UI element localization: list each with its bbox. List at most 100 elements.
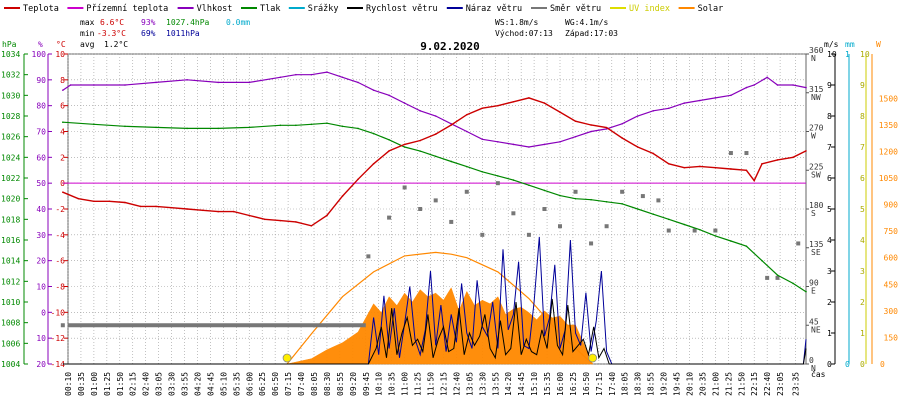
pressure-tick-label: 1022 (1, 174, 20, 183)
temperature-point (155, 205, 157, 208)
temperature-point (667, 162, 670, 165)
solar-area (287, 287, 593, 365)
wind-dir-point (511, 211, 516, 216)
temperature-point (636, 146, 639, 148)
humidity-tick-label: 20 (36, 257, 46, 266)
sunset-marker (588, 353, 598, 363)
humidity-point (403, 102, 406, 104)
x-tick-label: 04:20 (193, 372, 202, 396)
temperature-point (310, 224, 313, 227)
humidity-point (667, 107, 670, 110)
humidity-tick-label: 50 (36, 179, 46, 188)
pressure-tick-label: 1010 (1, 298, 20, 307)
winddir-compass-label: W (811, 132, 816, 141)
x-tick-label: 12:40 (452, 372, 461, 396)
solar-tick-label: 750 (884, 227, 899, 236)
pressure-point (683, 223, 686, 226)
uv-tick-label: 4 (860, 236, 865, 245)
x-tick-label: 11:00 (401, 372, 410, 396)
uv-tick-label: 5 (860, 205, 865, 214)
temperature-point (621, 137, 623, 139)
winddir-compass-label: E (811, 287, 816, 296)
pressure-point (124, 125, 126, 128)
pressure-axis-title: hPa (2, 40, 17, 49)
humidity-point (730, 94, 732, 97)
wind-dir-point (692, 228, 697, 233)
temperature-point (776, 159, 779, 161)
legend-label: Přízemní teplota (86, 4, 168, 14)
humidity-point (217, 81, 219, 84)
pressure-tick-label: 1024 (1, 153, 20, 162)
pressure-point (528, 184, 530, 187)
rain-axis-title: mm (845, 40, 855, 49)
temperature-tick-label: 0 (60, 179, 65, 188)
temperature-tick-label: 8 (60, 76, 65, 85)
temperature-tick-label: -10 (51, 308, 66, 317)
x-tick-label: 14:45 (517, 372, 526, 396)
wind-dir-point (640, 194, 645, 199)
pressure-point (279, 124, 282, 127)
pressure-point (481, 171, 484, 173)
humidity-point (574, 135, 577, 138)
humidity-point (497, 141, 499, 143)
x-tick-label: 08:30 (323, 372, 332, 396)
humidity-point (465, 130, 468, 133)
x-tick-label: 03:55 (181, 372, 190, 396)
wind-dir-point (402, 185, 407, 190)
temperature-point (341, 195, 344, 197)
pressure-point (62, 121, 64, 123)
temperature-point (93, 200, 95, 203)
pressure-point (357, 127, 359, 130)
pressure-point (186, 127, 188, 130)
stats-min-label: min (80, 29, 95, 38)
temperature-point (450, 124, 453, 126)
humidity-point (766, 76, 768, 79)
pressure-tick-label: 1028 (1, 112, 20, 121)
x-tick-label: 18:30 (634, 372, 643, 396)
humidity-tick-label: 10 (36, 283, 46, 292)
humidity-tick-label: 10 (36, 334, 46, 343)
pressure-point (559, 194, 561, 197)
temperature-point (170, 206, 173, 209)
temperature-point (388, 150, 390, 152)
stats-min-press: 1011hPa (166, 29, 200, 38)
humidity-tick-label: 70 (36, 128, 46, 137)
humidity-point (434, 115, 437, 117)
humidity-point (279, 76, 282, 79)
temperature-point (559, 111, 561, 113)
x-tick-label: 17:40 (608, 372, 617, 396)
temperature-point (372, 162, 375, 165)
pressure-tick-label: 1014 (1, 257, 20, 266)
x-tick-label: 12:15 (439, 372, 448, 396)
solar-tick-label: 450 (884, 280, 899, 289)
pressure-point (155, 126, 157, 129)
temperature-point (201, 209, 204, 212)
solar-tick-label: 1200 (879, 147, 898, 156)
windspeed-tick-label: 2 (827, 298, 832, 307)
winddir-tick-label: 360 (809, 46, 824, 55)
humidity-point (93, 84, 95, 86)
solar-tick-label: 150 (884, 333, 899, 342)
winddir-tick-label: 0 (809, 356, 814, 365)
x-tick-label: 21:25 (724, 372, 733, 396)
solar-tick-label: 600 (884, 254, 899, 263)
temperature-point (326, 214, 328, 217)
winddir-tick-label: 180 (809, 201, 824, 210)
pressure-tick-label: 1020 (1, 195, 20, 204)
stats-avg-temp: 1.2°C (104, 40, 128, 49)
winddir-compass-label: N (811, 364, 816, 373)
pressure-point (434, 155, 437, 158)
pressure-point (714, 235, 717, 237)
uv-tick-label: 1 (860, 329, 865, 338)
humidity-point (636, 115, 639, 117)
chart-date: 9.02.2020 (420, 40, 480, 53)
pressure-point (372, 132, 375, 135)
x-tick-label: 00:35 (77, 372, 86, 396)
wind-dir-point (366, 254, 371, 259)
x-tick-label: 15:35 (543, 372, 552, 396)
humidity-point (776, 84, 779, 86)
temperature-point (217, 210, 219, 213)
wind-dir-point (449, 219, 454, 224)
solar-tick-label: 900 (884, 201, 899, 210)
x-tick-label: 18:05 (621, 372, 630, 396)
